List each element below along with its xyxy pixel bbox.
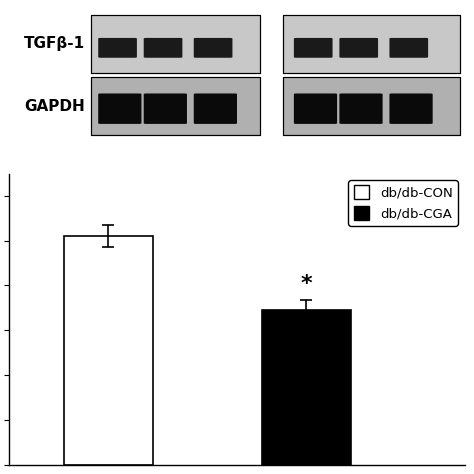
FancyBboxPatch shape <box>144 38 182 58</box>
Bar <box>283 77 460 135</box>
Legend: db/db-CON, db/db-CGA: db/db-CON, db/db-CGA <box>348 180 458 226</box>
Bar <box>283 15 460 73</box>
FancyBboxPatch shape <box>390 93 433 124</box>
FancyBboxPatch shape <box>294 93 337 124</box>
Bar <box>283 15 460 73</box>
FancyBboxPatch shape <box>194 93 237 124</box>
FancyBboxPatch shape <box>294 38 333 58</box>
Bar <box>91 15 260 73</box>
FancyBboxPatch shape <box>98 38 137 58</box>
Bar <box>91 15 260 73</box>
Bar <box>283 77 460 135</box>
Bar <box>91 77 260 135</box>
Bar <box>91 77 260 135</box>
Text: GAPDH: GAPDH <box>24 99 84 114</box>
FancyBboxPatch shape <box>144 93 187 124</box>
Text: *: * <box>301 274 312 294</box>
FancyBboxPatch shape <box>339 38 378 58</box>
FancyBboxPatch shape <box>390 38 428 58</box>
FancyBboxPatch shape <box>98 93 141 124</box>
FancyBboxPatch shape <box>339 93 383 124</box>
FancyBboxPatch shape <box>194 38 232 58</box>
Text: TGFβ-1: TGFβ-1 <box>23 36 84 51</box>
Bar <box>64 236 153 465</box>
Bar <box>262 310 351 465</box>
